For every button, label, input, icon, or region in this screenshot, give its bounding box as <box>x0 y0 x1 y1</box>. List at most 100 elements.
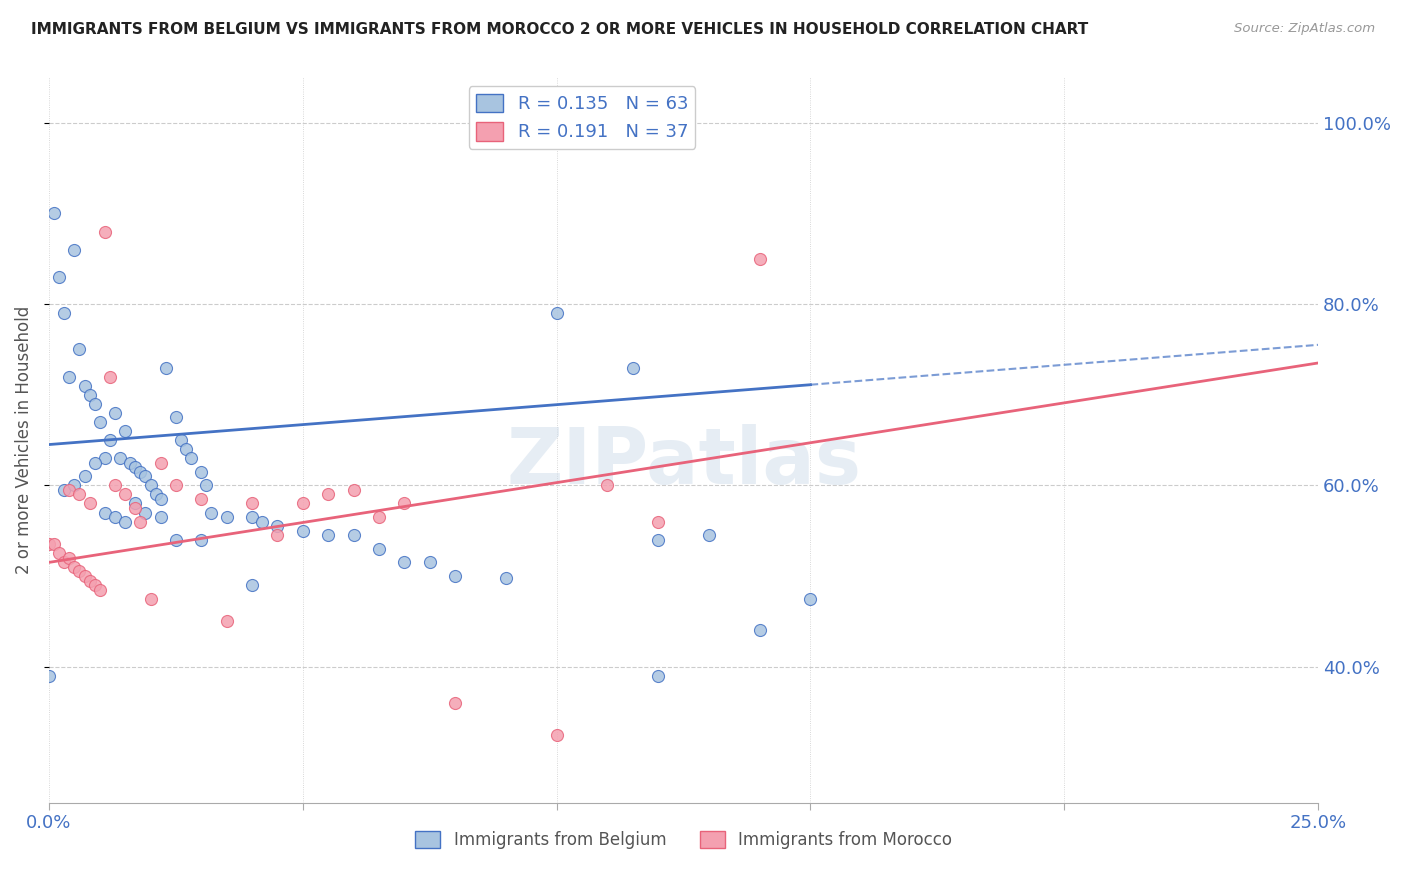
Point <box>124 496 146 510</box>
Point <box>73 378 96 392</box>
Y-axis label: 2 or more Vehicles in Household: 2 or more Vehicles in Household <box>15 306 32 574</box>
Point <box>149 456 172 470</box>
Point <box>316 528 339 542</box>
Point <box>316 487 339 501</box>
Point <box>748 252 770 266</box>
Point <box>38 669 60 683</box>
Point <box>647 669 669 683</box>
Point <box>73 469 96 483</box>
Point <box>58 369 80 384</box>
Point <box>240 578 263 592</box>
Point <box>104 406 127 420</box>
Point <box>53 306 76 320</box>
Point <box>79 574 101 588</box>
Point <box>53 483 76 497</box>
Point <box>134 469 156 483</box>
Point <box>83 456 105 470</box>
Point <box>48 546 70 560</box>
Point <box>165 533 187 547</box>
Point <box>180 451 202 466</box>
Point <box>621 360 644 375</box>
Point <box>170 433 193 447</box>
Point <box>266 519 288 533</box>
Point <box>58 550 80 565</box>
Point <box>165 478 187 492</box>
Point <box>240 510 263 524</box>
Point <box>114 487 136 501</box>
Point <box>89 582 111 597</box>
Point <box>215 615 238 629</box>
Point <box>104 478 127 492</box>
Point <box>546 306 568 320</box>
Point <box>697 528 720 542</box>
Point <box>444 569 467 583</box>
Text: Source: ZipAtlas.com: Source: ZipAtlas.com <box>1234 22 1375 36</box>
Point <box>94 451 117 466</box>
Point <box>89 415 111 429</box>
Point <box>419 555 441 569</box>
Point <box>215 510 238 524</box>
Point <box>42 537 65 551</box>
Point <box>190 465 212 479</box>
Point <box>596 478 619 492</box>
Point <box>250 515 273 529</box>
Point <box>195 478 218 492</box>
Point <box>546 728 568 742</box>
Point <box>120 456 142 470</box>
Point <box>394 555 416 569</box>
Point <box>94 506 117 520</box>
Point <box>291 524 314 538</box>
Point <box>647 533 669 547</box>
Point <box>748 624 770 638</box>
Point <box>114 424 136 438</box>
Point <box>73 569 96 583</box>
Point <box>98 369 121 384</box>
Point <box>58 483 80 497</box>
Point <box>104 510 127 524</box>
Point <box>240 496 263 510</box>
Point <box>83 397 105 411</box>
Point <box>48 269 70 284</box>
Point <box>190 533 212 547</box>
Point <box>124 501 146 516</box>
Point <box>394 496 416 510</box>
Point <box>342 528 364 542</box>
Point <box>266 528 288 542</box>
Point <box>145 487 167 501</box>
Point <box>799 591 821 606</box>
Point <box>38 537 60 551</box>
Point <box>149 510 172 524</box>
Point <box>368 510 391 524</box>
Point <box>94 225 117 239</box>
Point <box>139 591 162 606</box>
Point <box>368 541 391 556</box>
Point <box>83 578 105 592</box>
Point <box>134 506 156 520</box>
Point <box>63 560 86 574</box>
Point <box>174 442 197 456</box>
Point <box>124 460 146 475</box>
Point <box>190 491 212 506</box>
Point <box>647 515 669 529</box>
Point <box>79 387 101 401</box>
Point <box>108 451 131 466</box>
Point <box>114 515 136 529</box>
Point <box>63 478 86 492</box>
Point <box>67 343 90 357</box>
Point <box>165 410 187 425</box>
Point <box>149 491 172 506</box>
Legend: R = 0.135   N = 63, R = 0.191   N = 37: R = 0.135 N = 63, R = 0.191 N = 37 <box>468 87 695 149</box>
Point <box>98 433 121 447</box>
Point <box>495 571 517 585</box>
Point <box>444 696 467 710</box>
Point <box>200 506 222 520</box>
Point <box>139 478 162 492</box>
Text: ZIPatlas: ZIPatlas <box>506 424 860 500</box>
Point <box>79 496 101 510</box>
Point <box>67 487 90 501</box>
Point <box>129 465 152 479</box>
Point <box>342 483 364 497</box>
Point <box>63 243 86 257</box>
Point <box>155 360 177 375</box>
Text: IMMIGRANTS FROM BELGIUM VS IMMIGRANTS FROM MOROCCO 2 OR MORE VEHICLES IN HOUSEHO: IMMIGRANTS FROM BELGIUM VS IMMIGRANTS FR… <box>31 22 1088 37</box>
